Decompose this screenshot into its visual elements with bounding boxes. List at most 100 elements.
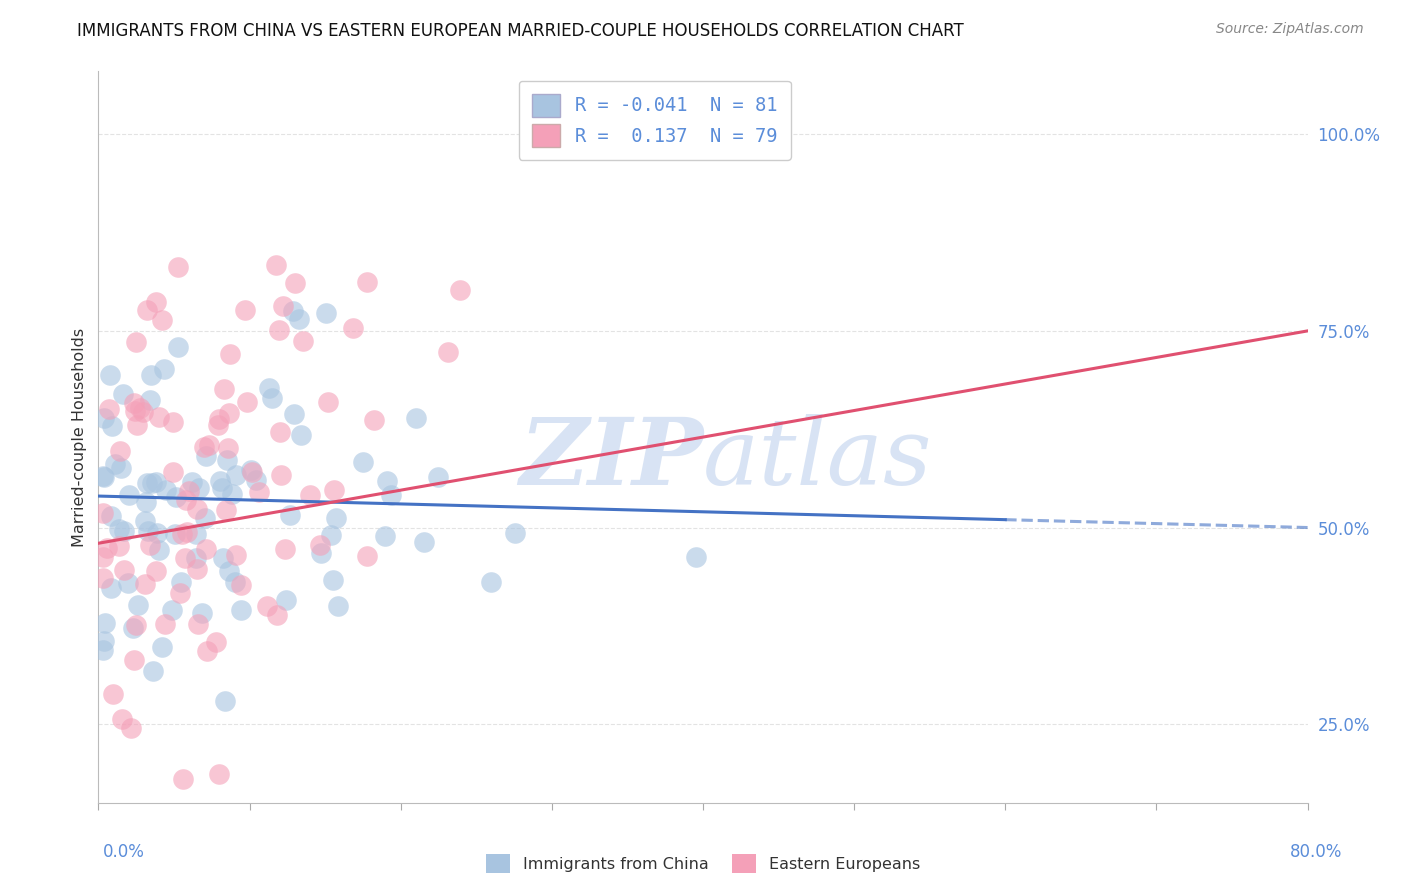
Point — [108, 539, 131, 553]
Point — [136, 475, 159, 490]
Point — [274, 541, 297, 556]
Point — [98, 402, 121, 417]
Point — [211, 481, 233, 495]
Point — [262, 391, 284, 405]
Point — [91, 550, 114, 565]
Point — [134, 577, 156, 591]
Point — [186, 502, 208, 516]
Point — [325, 510, 347, 524]
Text: ZIP: ZIP — [519, 414, 703, 504]
Point — [122, 653, 145, 667]
Point — [163, 526, 186, 541]
Point — [166, 260, 188, 274]
Point — [269, 425, 291, 439]
Point — [187, 617, 209, 632]
Point — [257, 381, 280, 395]
Point — [153, 361, 176, 376]
Point — [96, 541, 118, 556]
Point — [103, 687, 125, 701]
Point — [138, 538, 160, 552]
Point — [208, 474, 231, 488]
Point — [186, 527, 208, 541]
Point — [150, 312, 173, 326]
Point — [685, 549, 707, 564]
Point — [356, 549, 378, 564]
Point — [108, 444, 131, 458]
Point — [413, 535, 436, 549]
Point — [98, 368, 121, 382]
Point — [328, 599, 350, 614]
Point — [93, 634, 115, 648]
Point — [136, 524, 159, 538]
Point — [247, 484, 270, 499]
Point — [132, 404, 155, 418]
Point — [321, 528, 343, 542]
Point — [449, 283, 471, 297]
Point — [125, 618, 148, 632]
Point — [374, 529, 396, 543]
Text: 0.0%: 0.0% — [103, 843, 145, 861]
Point — [240, 465, 263, 479]
Point — [166, 340, 188, 354]
Point — [184, 550, 207, 565]
Point — [245, 473, 267, 487]
Point — [172, 772, 194, 787]
Point — [264, 258, 287, 272]
Point — [217, 452, 239, 467]
Point — [437, 344, 460, 359]
Point — [195, 644, 218, 658]
Point — [375, 474, 398, 488]
Point — [195, 449, 218, 463]
Point — [139, 393, 162, 408]
Point — [505, 526, 527, 541]
Point — [356, 275, 378, 289]
Point — [121, 721, 143, 735]
Point — [323, 483, 346, 497]
Point — [256, 599, 278, 613]
Point — [405, 411, 427, 425]
Point — [204, 635, 226, 649]
Point — [191, 606, 214, 620]
Point — [292, 334, 315, 348]
Point — [145, 475, 167, 489]
Point — [208, 412, 231, 426]
Point — [225, 548, 247, 562]
Point — [162, 465, 184, 479]
Point — [315, 306, 337, 320]
Point — [91, 642, 114, 657]
Point — [145, 564, 167, 578]
Point — [174, 493, 197, 508]
Text: IMMIGRANTS FROM CHINA VS EASTERN EUROPEAN MARRIED-COUPLE HOUSEHOLDS CORRELATION : IMMIGRANTS FROM CHINA VS EASTERN EUROPEA… — [77, 22, 965, 40]
Point — [124, 395, 146, 409]
Text: atlas: atlas — [703, 414, 932, 504]
Point — [122, 621, 145, 635]
Point — [93, 470, 115, 484]
Point — [94, 615, 117, 630]
Point — [288, 311, 311, 326]
Point — [266, 607, 288, 622]
Point — [284, 276, 307, 290]
Point — [91, 571, 114, 585]
Point — [212, 551, 235, 566]
Point — [283, 407, 305, 421]
Point — [219, 347, 242, 361]
Point — [239, 462, 262, 476]
Y-axis label: Married-couple Households: Married-couple Households — [72, 327, 87, 547]
Point — [155, 483, 177, 498]
Point — [224, 575, 246, 590]
Point — [177, 484, 200, 499]
Point — [127, 599, 149, 613]
Point — [108, 522, 131, 536]
Point — [135, 495, 157, 509]
Legend: R = -0.041  N = 81, R =  0.137  N = 79: R = -0.041 N = 81, R = 0.137 N = 79 — [519, 81, 790, 161]
Text: Source: ZipAtlas.com: Source: ZipAtlas.com — [1216, 22, 1364, 37]
Point — [194, 511, 217, 525]
Point — [298, 487, 321, 501]
Point — [217, 441, 239, 455]
Point — [278, 508, 301, 522]
Point — [125, 334, 148, 349]
Text: 80.0%: 80.0% — [1291, 843, 1343, 861]
Point — [135, 303, 157, 318]
Point — [214, 503, 236, 517]
Point — [186, 562, 208, 576]
